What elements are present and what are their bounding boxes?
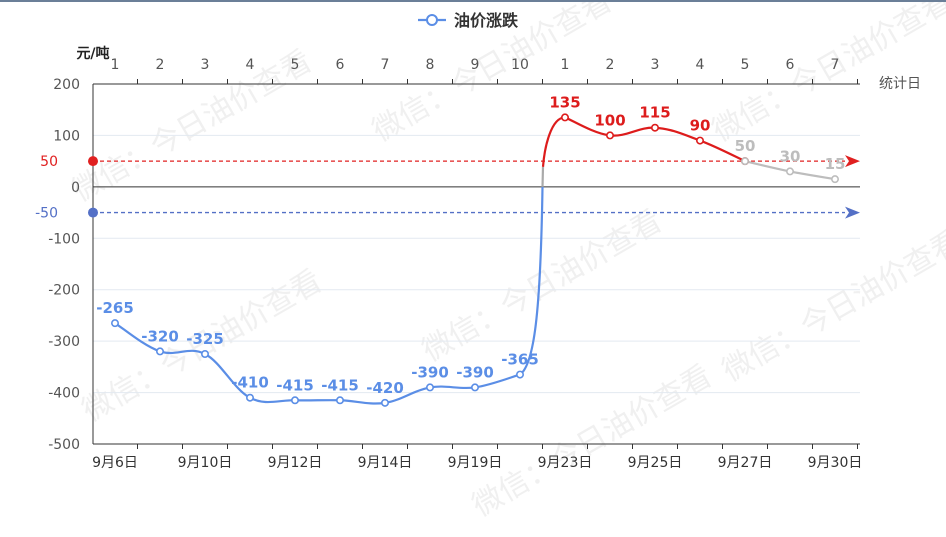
bottom-date-label: 9月19日: [448, 455, 503, 471]
data-point: [112, 320, 118, 326]
top-tick-label: 2: [606, 57, 615, 73]
data-label: -265: [96, 299, 134, 317]
data-label: -410: [231, 374, 269, 392]
bottom-date-label: 9月6日: [92, 455, 138, 471]
reference-line-start-dot: [88, 208, 98, 218]
bottom-date-label: 9月23日: [538, 455, 593, 471]
series-line-transition-gray: [543, 167, 544, 187]
data-label: -325: [186, 330, 224, 348]
top-tick-label: 10: [511, 57, 529, 73]
data-label: 135: [549, 93, 580, 111]
top-tick-label: 7: [381, 57, 390, 73]
top-tick-label: 6: [336, 57, 345, 73]
data-label: -415: [276, 376, 314, 394]
bottom-date-label: 9月30日: [808, 455, 863, 471]
watermark-group: 微信：今日油价查看微信：今日油价查看微信：今日油价查看微信：今日油价查看微信：今…: [67, 2, 946, 524]
data-label: 30: [780, 147, 801, 165]
data-label: -365: [501, 351, 539, 369]
y-tick-label: 0: [71, 180, 80, 196]
data-label: 100: [594, 111, 625, 129]
data-point: [427, 384, 433, 390]
data-point: [157, 348, 163, 354]
reference-line-arrow: [845, 207, 860, 219]
y-tick-label: 100: [53, 128, 80, 144]
data-label: -415: [321, 376, 359, 394]
top-tick-label: 5: [291, 57, 300, 73]
watermark-text: 微信：今日油价查看: [467, 359, 718, 524]
watermark-text: 微信：今日油价查看: [717, 224, 946, 389]
data-label: 90: [690, 117, 711, 135]
bottom-date-label: 9月12日: [268, 455, 323, 471]
data-label: -390: [456, 363, 494, 381]
top-tick-label: 5: [741, 57, 750, 73]
data-point: [787, 168, 793, 174]
top-tick-label: 6: [786, 57, 795, 73]
data-point: [832, 176, 838, 182]
y-tick-label: -300: [48, 334, 80, 350]
bottom-date-label: 9月14日: [358, 455, 413, 471]
data-point: [697, 137, 703, 143]
data-point: [652, 125, 658, 131]
top-tick-label: 4: [246, 57, 255, 73]
data-label: 115: [639, 104, 670, 122]
top-tick-label: 8: [426, 57, 435, 73]
data-point: [247, 395, 253, 401]
reference-line-start-dot: [88, 156, 98, 166]
data-point: [337, 397, 343, 403]
reference-line-label: 50: [40, 154, 58, 170]
bottom-date-label: 9月25日: [628, 455, 683, 471]
top-axis-label: 统计日: [879, 76, 921, 92]
y-tick-label: 200: [53, 77, 80, 93]
top-tick-label: 1: [561, 57, 570, 73]
data-point: [292, 397, 298, 403]
y-axis-unit-label: 元/吨: [76, 45, 109, 62]
reference-line-label: -50: [35, 206, 58, 222]
legend-label: 油价涨跌: [454, 11, 519, 30]
y-tick-label: -400: [48, 386, 80, 402]
top-tick-label: 3: [651, 57, 660, 73]
y-tick-label: -500: [48, 437, 80, 453]
bottom-date-label: 9月10日: [178, 455, 233, 471]
top-tick-label: 3: [201, 57, 210, 73]
top-tick-label: 7: [831, 57, 840, 73]
top-tick-label: 4: [696, 57, 705, 73]
data-point: [562, 114, 568, 120]
series-line-transition-red: [543, 117, 565, 166]
data-label: 15: [825, 155, 846, 173]
data-label: -320: [141, 327, 179, 345]
data-point: [202, 351, 208, 357]
data-point: [382, 400, 388, 406]
top-tick-label: 1: [111, 57, 120, 73]
y-tick-label: -200: [48, 283, 80, 299]
data-label: -390: [411, 363, 449, 381]
top-tick-label: 9: [471, 57, 480, 73]
data-label: 50: [735, 137, 756, 155]
top-tick-label: 2: [156, 57, 165, 73]
legend-marker-icon: [427, 15, 437, 25]
data-point: [517, 371, 523, 377]
watermark-text: 微信：今日油价查看: [67, 44, 318, 209]
reference-line-arrow: [845, 155, 860, 167]
bottom-date-label: 9月27日: [718, 455, 773, 471]
data-point: [742, 158, 748, 164]
legend: 油价涨跌: [418, 11, 519, 30]
data-point: [472, 384, 478, 390]
data-point: [607, 132, 613, 138]
data-label: -420: [366, 379, 404, 397]
y-tick-label: -100: [48, 231, 80, 247]
